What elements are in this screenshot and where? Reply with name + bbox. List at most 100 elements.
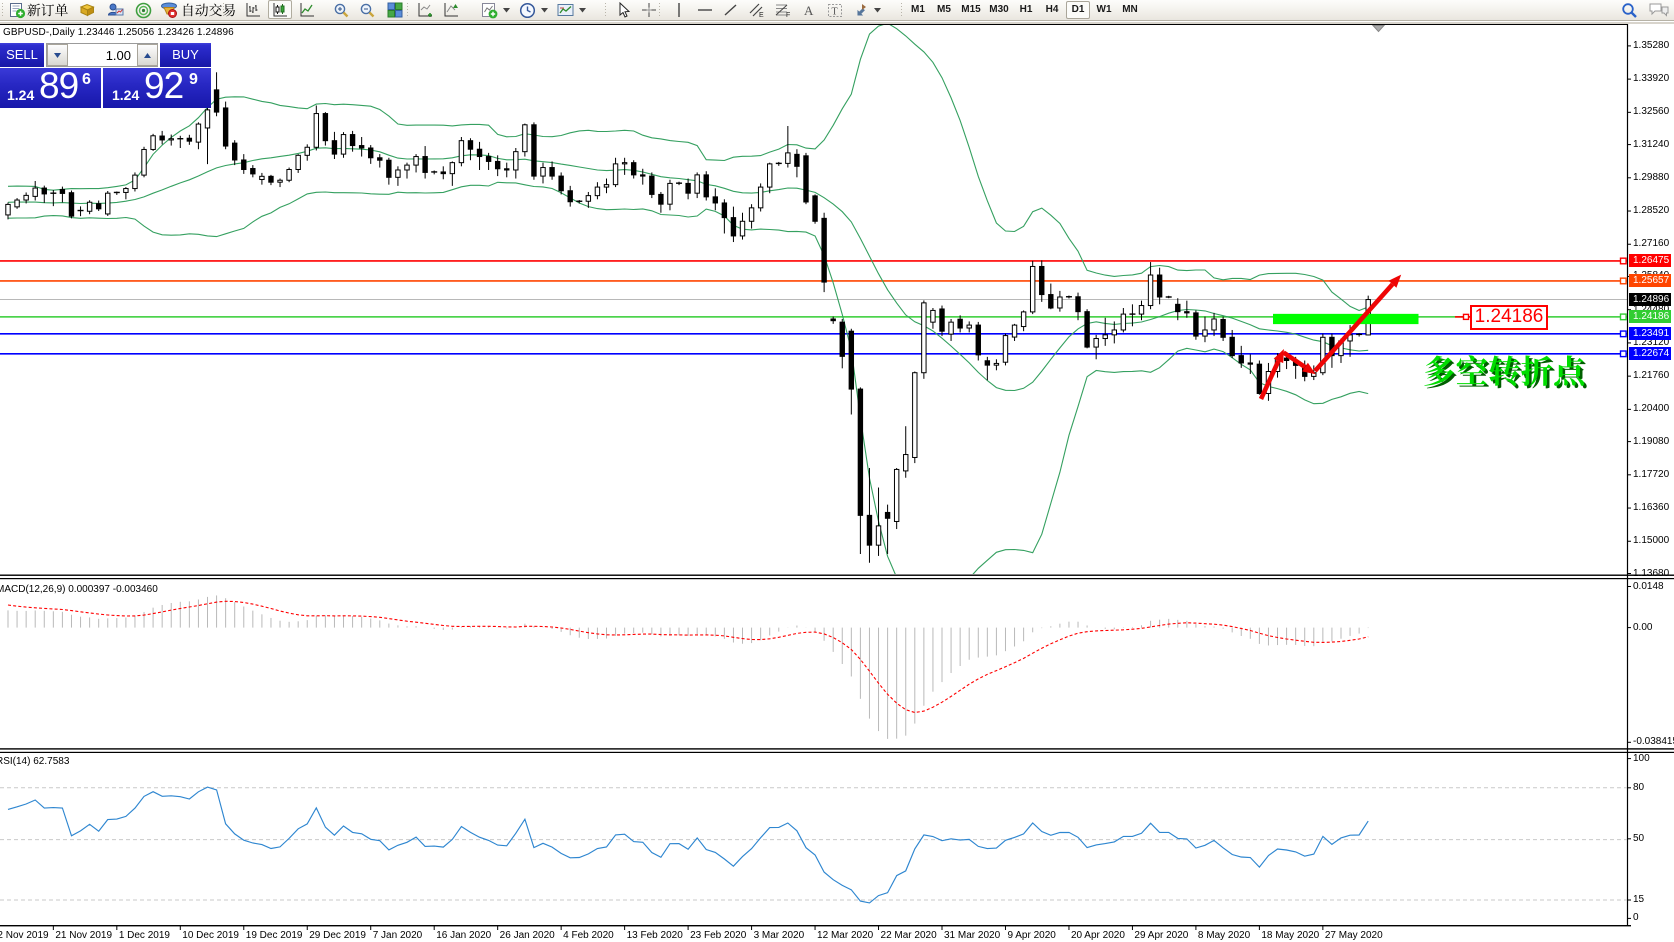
- crosshair-icon-part: [646, 7, 652, 13]
- zoom-in-icon-part: [337, 6, 342, 11]
- search-icon-part: [1621, 2, 1634, 15]
- candle-bull: [594, 186, 601, 197]
- vertical-line-button[interactable]: [668, 0, 690, 20]
- crosshair-button[interactable]: [638, 0, 660, 20]
- candle-bear: [703, 174, 709, 198]
- caret-down-icon-part: [503, 7, 510, 12]
- expert-advisors-button[interactable]: [76, 0, 98, 20]
- level-line-handle[interactable]: [1619, 350, 1627, 358]
- buy-button[interactable]: BUY: [160, 43, 211, 67]
- candle-bull: [903, 454, 909, 472]
- candle-bear: [721, 202, 728, 219]
- cursor-button[interactable]: [612, 0, 634, 20]
- zoom-in-button[interactable]: [330, 0, 352, 20]
- window-background-strip: [0, 22, 1674, 24]
- level-line-handle[interactable]: [1619, 257, 1627, 265]
- timeframe-M5[interactable]: M5: [937, 4, 951, 15]
- caret-down-icon-part: [874, 7, 881, 12]
- level-line-handle[interactable]: [1619, 313, 1627, 321]
- trend-arrow-line[interactable]: [1282, 350, 1307, 369]
- bid-price[interactable]: 1.24 89 6: [0, 65, 101, 108]
- trend-arrow-line[interactable]: [1258, 359, 1281, 400]
- objects-window-icon-part: [453, 4, 458, 8]
- new-order-label-text-part-part-part: [41, 3, 55, 16]
- text-button[interactable]: A: [798, 0, 820, 20]
- data-window-button[interactable]: [104, 0, 126, 20]
- arrows-button[interactable]: [850, 0, 872, 20]
- new-order-button[interactable]: [6, 0, 28, 20]
- candle-bull: [930, 309, 936, 323]
- trendline-button[interactable]: [720, 0, 742, 20]
- sell-button[interactable]: SELL: [0, 43, 44, 67]
- navigator-button[interactable]: [132, 0, 154, 20]
- timeframe-MN[interactable]: MN: [1122, 4, 1138, 15]
- template-button[interactable]: [554, 0, 576, 20]
- volume-increase-button[interactable]: [137, 44, 158, 66]
- timeframe-H4[interactable]: H4: [1045, 4, 1059, 15]
- timeframe-M30[interactable]: M30: [989, 4, 1009, 15]
- candlestick-chart-button[interactable]: [268, 0, 292, 19]
- candle-bull: [1120, 313, 1127, 331]
- candle-bull: [912, 372, 918, 458]
- zoom-out-button[interactable]: [356, 0, 378, 20]
- candle-bull: [612, 163, 619, 186]
- candle-bull: [1102, 334, 1108, 340]
- bar-chart-button[interactable]: [242, 0, 264, 20]
- dropdown-caret[interactable]: [501, 0, 512, 20]
- tile-windows-icon-part: [395, 10, 403, 18]
- period-button[interactable]: [516, 0, 538, 20]
- bar-chart-icon: [246, 3, 260, 17]
- new-order-label[interactable]: [26, 0, 70, 20]
- dropdown-caret[interactable]: [577, 0, 588, 20]
- trend-arrow-head: [1302, 362, 1316, 375]
- level-line-handle[interactable]: [1619, 330, 1627, 338]
- tile-windows-icon-part: [395, 2, 403, 10]
- chinese-annotation-part-part-part: [1554, 355, 1585, 386]
- tile-windows-button[interactable]: [384, 0, 406, 20]
- candle-bear: [712, 196, 719, 204]
- highlight-zone[interactable]: [1273, 313, 1419, 325]
- dropdown-caret[interactable]: [872, 0, 883, 20]
- volume-input[interactable]: [68, 44, 137, 66]
- autotrading-label[interactable]: [180, 0, 237, 20]
- trend-arrow-line[interactable]: [1313, 282, 1395, 373]
- search-button[interactable]: [1618, 0, 1640, 20]
- level-line-handle[interactable]: [1619, 277, 1627, 285]
- timeframe-H1[interactable]: H1: [1019, 4, 1033, 15]
- rsi-axis-label: 100: [1633, 752, 1650, 764]
- macd-signal-line: [7, 600, 1369, 714]
- candle-bear: [377, 157, 383, 161]
- horizontal-line-button[interactable]: [694, 0, 716, 20]
- search-icon: [1621, 2, 1637, 18]
- equidistant-channel-button[interactable]: E: [746, 0, 768, 20]
- volume-decrease-button[interactable]: [47, 44, 68, 66]
- timeframe-D1[interactable]: D1: [1066, 1, 1090, 19]
- autotrading-button[interactable]: [158, 0, 180, 20]
- timeframe-M15[interactable]: M15: [961, 4, 981, 15]
- candle-bear: [1229, 336, 1235, 357]
- fibonacci-button[interactable]: F: [772, 0, 794, 20]
- macd-axis-label: 0.00: [1633, 621, 1653, 633]
- price-level-callout[interactable]: 1.24186: [1470, 305, 1548, 330]
- text-label-button[interactable]: T: [824, 0, 846, 20]
- cursor-icon-part: [619, 2, 630, 18]
- price-tick-label: 1.24480: [1633, 303, 1670, 315]
- ask-price[interactable]: 1.24 92 9: [103, 65, 211, 108]
- timeframe-M1[interactable]: M1: [911, 4, 925, 15]
- objects-window-button[interactable]: [440, 0, 462, 20]
- candle-bear: [1283, 357, 1290, 362]
- candle-bull: [286, 168, 292, 181]
- timeframe-W1[interactable]: W1: [1096, 4, 1112, 15]
- chat-button[interactable]: [1646, 0, 1672, 20]
- line-chart-button[interactable]: [296, 0, 318, 20]
- chinese-annotation[interactable]: 多空转折点: [1423, 349, 1603, 391]
- add-indicator-button[interactable]: [478, 0, 500, 20]
- date-label: 12 Nov 2019: [0, 930, 49, 941]
- candle-bull: [757, 186, 764, 209]
- chinese-annotation-part-part-part: [1426, 357, 1457, 389]
- candle-bear: [349, 134, 356, 147]
- chinese-annotation-part-part-part: [1523, 357, 1555, 389]
- candle-bull: [513, 151, 519, 171]
- dropdown-caret[interactable]: [539, 0, 550, 20]
- indicator-window-button[interactable]: [414, 0, 436, 20]
